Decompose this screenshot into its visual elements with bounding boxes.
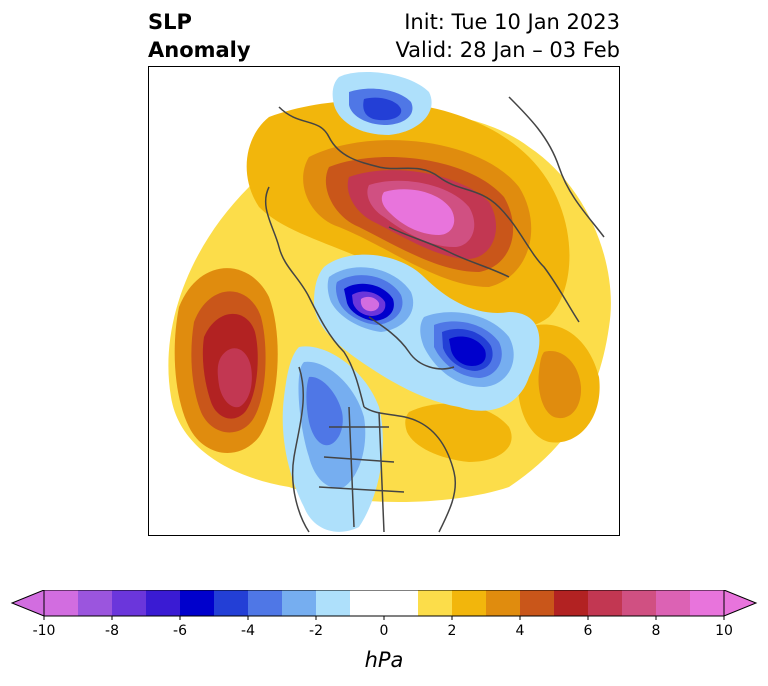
- colorbar-cell: [418, 590, 453, 616]
- colorbar-cell: [248, 590, 283, 616]
- valid-range: Valid: 28 Jan – 03 Feb: [395, 38, 620, 62]
- init-date: Init: Tue 10 Jan 2023: [404, 10, 620, 34]
- title-line-2: Anomaly: [148, 38, 251, 62]
- anomaly-map: [168, 72, 611, 533]
- colorbar-cell: [44, 590, 79, 616]
- colorbar-cell: [316, 590, 351, 616]
- map-title-variable: SLP Anomaly: [148, 8, 251, 64]
- colorbar-cell: [180, 590, 215, 616]
- colorbar-cell: [520, 590, 555, 616]
- colorbar-tick-label: 4: [516, 623, 525, 638]
- colorbar-cell: [112, 590, 147, 616]
- colorbar-tick-label: -2: [309, 623, 323, 638]
- colorbar-tick-label: -10: [33, 623, 56, 638]
- colorbar-cells: [10, 590, 758, 617]
- colorbar-extend-max: [723, 590, 758, 617]
- colorbar-cell: [282, 590, 317, 616]
- colorbar-tick-label: -4: [241, 623, 255, 638]
- map-title-dates: Init: Tue 10 Jan 2023 Valid: 28 Jan – 03…: [395, 8, 620, 64]
- map-panel: [148, 66, 620, 536]
- colorbar-tick-label: 10: [715, 623, 733, 638]
- colorbar: -10 -8 -6 -4 -2 0 2 4 6 8 10: [10, 590, 758, 638]
- colorbar-cell: [78, 590, 113, 616]
- colorbar-cell: [214, 590, 249, 616]
- coastlines: [264, 96, 605, 533]
- colorbar-cell: [384, 590, 419, 616]
- title-line-1: SLP: [148, 10, 192, 34]
- colorbar-cell: [690, 590, 725, 616]
- colorbar-tick-label: 2: [448, 623, 457, 638]
- colorbar-cell: [588, 590, 623, 616]
- colorbar-tick-label: -8: [105, 623, 119, 638]
- positive-anomaly-field: [168, 100, 611, 502]
- colorbar-cell: [452, 590, 487, 616]
- colorbar-cell: [554, 590, 589, 616]
- colorbar-tick-label: -6: [173, 623, 187, 638]
- colorbar-tick-label: 0: [380, 623, 389, 638]
- colorbar-unit-label: hPa: [364, 648, 404, 672]
- negative-anomaly-field: [282, 72, 540, 532]
- colorbar-cell: [656, 590, 691, 616]
- colorbar-tick-label: 6: [584, 623, 593, 638]
- colorbar-extend-min: [10, 590, 45, 617]
- colorbar-cell: [350, 590, 385, 616]
- colorbar-tick-label: 8: [652, 623, 661, 638]
- colorbar-cell: [486, 590, 521, 616]
- colorbar-cell: [622, 590, 657, 616]
- colorbar-ticks: -10 -8 -6 -4 -2 0 2 4 6 8 10: [33, 616, 733, 638]
- colorbar-cell: [146, 590, 181, 616]
